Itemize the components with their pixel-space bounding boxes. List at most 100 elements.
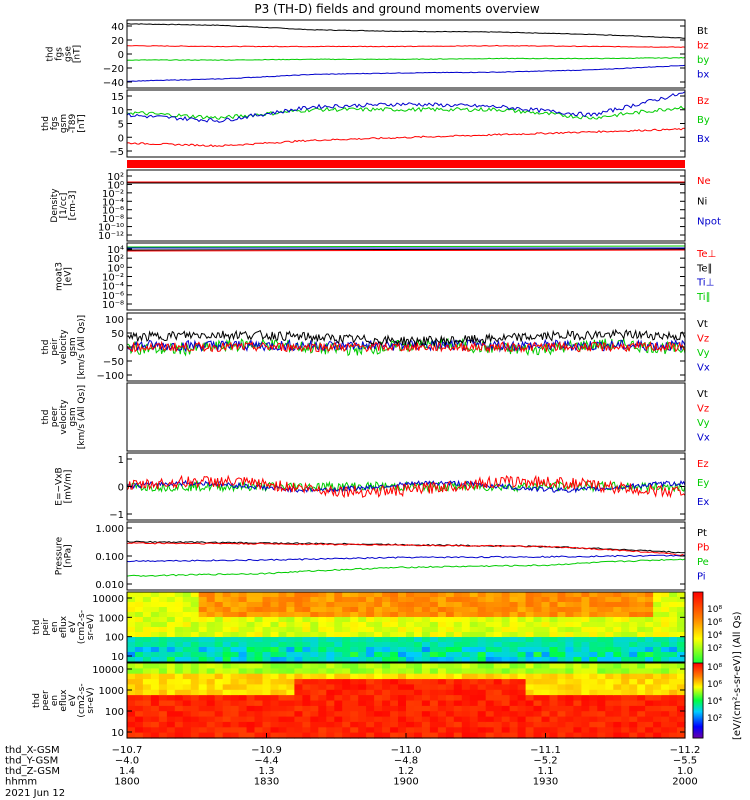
spec-cell	[198, 592, 208, 598]
spec-cell	[573, 627, 582, 633]
spec-cell	[445, 617, 455, 623]
spec-cell	[406, 679, 415, 686]
spec-cell	[358, 612, 367, 618]
spec-cell	[493, 711, 503, 718]
spec-cell	[421, 668, 431, 675]
spec-cell	[158, 657, 168, 663]
spec-cell	[565, 663, 574, 669]
spec-cell	[485, 642, 495, 648]
spec-cell	[230, 607, 240, 613]
spec-cell	[517, 622, 527, 628]
spec-cell	[429, 716, 439, 723]
spec-cell	[613, 647, 622, 653]
spec-cell	[182, 684, 192, 691]
spec-cell	[677, 642, 686, 648]
spec-cell	[286, 700, 295, 707]
spec-cell	[310, 647, 319, 653]
spec-cell	[637, 689, 646, 696]
spec-cell	[398, 592, 407, 598]
spec-cell	[310, 679, 319, 686]
spec-cell	[286, 679, 295, 686]
spec-cell	[350, 663, 359, 669]
spec-cell	[477, 607, 487, 613]
spec-cell	[501, 652, 511, 658]
spec-cell	[605, 657, 614, 663]
spec-cell	[398, 684, 407, 691]
spec-cell	[613, 689, 622, 696]
spec-cell	[581, 647, 590, 653]
spec-cell	[469, 689, 479, 696]
y-axis-label: moat3	[55, 262, 65, 291]
spec-cell	[597, 612, 606, 618]
spec-cell	[557, 592, 567, 598]
spec-cell	[390, 673, 399, 680]
spec-cell	[182, 663, 192, 669]
spec-cell	[222, 684, 232, 691]
spec-cell	[669, 617, 678, 623]
spec-cell	[230, 612, 240, 618]
series-bx-line	[126, 64, 686, 82]
spec-cell	[525, 602, 535, 608]
spec-cell	[350, 602, 359, 608]
spec-cell	[565, 612, 574, 618]
spec-cell	[135, 607, 144, 613]
spec-cell	[414, 695, 423, 702]
spec-cell	[326, 700, 335, 707]
spec-cell	[669, 627, 678, 633]
spec-cell	[358, 684, 367, 691]
spec-cell	[262, 627, 272, 633]
spec-cell	[461, 727, 471, 734]
spec-cell	[286, 657, 295, 663]
x-tick-label: −5.5	[673, 756, 697, 767]
spec-cell	[629, 652, 638, 658]
spec-cell	[573, 684, 582, 691]
spec-cell	[485, 727, 495, 734]
spec-cell	[541, 679, 551, 686]
spec-cell	[334, 627, 343, 633]
spec-cell	[445, 684, 455, 691]
spec-cell	[637, 684, 646, 691]
spec-cell	[310, 673, 319, 680]
spec-cell	[326, 684, 335, 691]
spec-cell	[174, 663, 184, 669]
spec-cell	[669, 663, 678, 669]
spec-cell	[262, 632, 272, 638]
spec-cell	[517, 695, 527, 702]
spec-cell	[318, 700, 327, 707]
spec-cell	[198, 637, 208, 643]
spec-cell	[142, 727, 152, 734]
spec-cell	[421, 700, 431, 707]
spec-cell	[414, 627, 423, 633]
spec-cell	[573, 679, 582, 686]
spec-cell	[190, 727, 200, 734]
spec-cell	[318, 679, 327, 686]
spec-cell	[318, 695, 327, 702]
spec-cell	[382, 695, 391, 702]
spec-cell	[629, 705, 638, 712]
spec-cell	[270, 617, 280, 623]
spec-cell	[581, 695, 590, 702]
spec-cell	[621, 663, 630, 669]
spec-cell	[270, 637, 280, 643]
spec-cell	[318, 602, 327, 608]
spec-cell	[270, 627, 280, 633]
spec-cell	[214, 700, 224, 707]
spec-cell	[597, 716, 606, 723]
spec-cell	[501, 627, 511, 633]
spec-cell	[485, 657, 495, 663]
spec-cell	[645, 695, 654, 702]
spec-cell	[461, 592, 471, 598]
colorbar-tick-label: 10²	[707, 644, 722, 654]
spec-cell	[573, 700, 582, 707]
spec-cell	[477, 668, 487, 675]
spec-cell	[445, 711, 455, 718]
spec-cell	[629, 732, 638, 739]
spec-cell	[182, 647, 192, 653]
spec-cell	[621, 602, 630, 608]
spec-cell	[565, 597, 574, 603]
y-axis-label: (cm2-s-	[77, 610, 87, 644]
spec-cell	[605, 622, 614, 628]
spec-cell	[565, 689, 574, 696]
spec-cell	[525, 705, 535, 712]
spec-cell	[278, 652, 288, 658]
